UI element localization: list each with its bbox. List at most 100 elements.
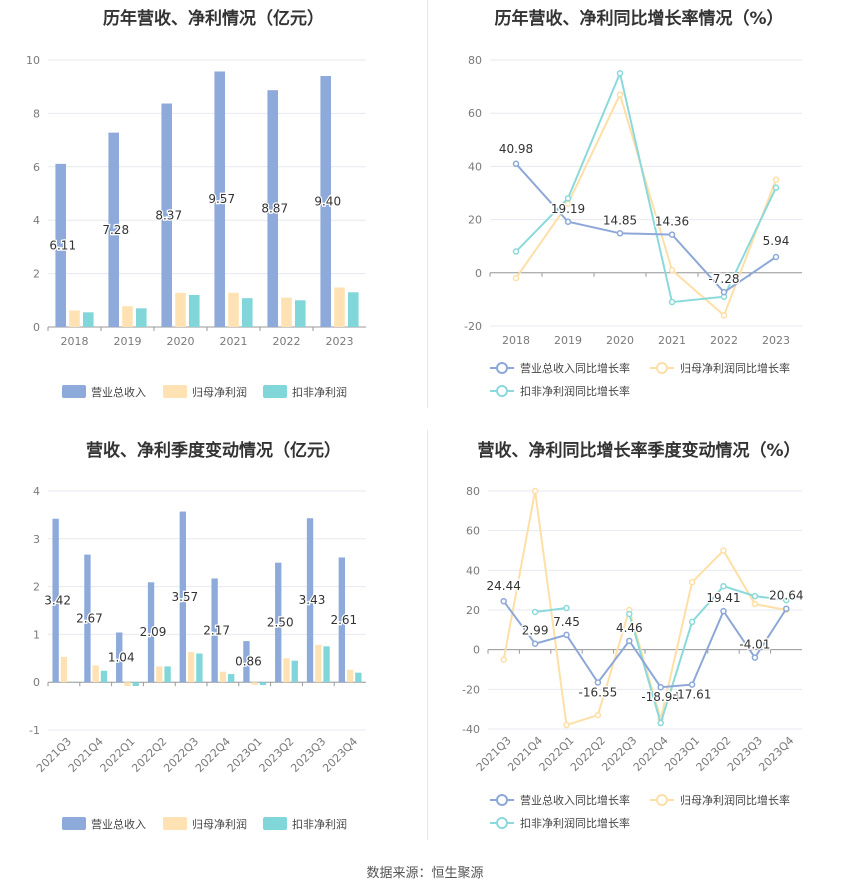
data-label: 4.46 <box>616 621 643 635</box>
data-label: 9.57 <box>208 192 235 206</box>
y-tick-label: 0 <box>33 321 40 334</box>
chart-title: 历年营收、净利同比增长率情况（%） <box>494 9 784 29</box>
series-point <box>594 711 602 719</box>
x-tick-label: 2018 <box>502 334 530 347</box>
data-label: 3.42 <box>44 593 71 607</box>
bar-revenue <box>267 90 279 328</box>
data-label: -7.28 <box>708 272 739 286</box>
y-tick-label: 1 <box>33 628 40 641</box>
quarterly-line-chart-svg: -40-200204060802021Q32021Q42022Q12022Q22… <box>462 485 805 830</box>
series-point <box>531 640 539 647</box>
bar-revenue <box>214 71 226 327</box>
panel-divider-top <box>427 0 428 408</box>
series-line <box>628 585 787 727</box>
chart-title: 历年营收、净利情况（亿元） <box>103 9 324 29</box>
y-tick-label: 40 <box>468 160 482 173</box>
legend-label: 扣非净利润 <box>292 385 347 399</box>
bar-deducted-profit <box>82 312 94 327</box>
bar-revenue <box>320 76 332 328</box>
data-label: 7.45 <box>553 615 580 629</box>
legend-label: 扣非净利润同比增长率 <box>520 816 630 830</box>
bar-revenue <box>179 511 187 683</box>
legend-label: 归母净利润同比增长率 <box>680 361 790 375</box>
bar-deducted-profit <box>241 298 253 327</box>
quarterly-revenue-profit-chart: 营收、净利季度变动情况（亿元） -1 0 1 2 3 4 2021Q3 2021Q4 2022Q… <box>0 427 427 847</box>
data-label: 14.36 <box>655 215 689 229</box>
bar-deducted-profit <box>132 682 139 687</box>
y-tick-label: 20 <box>468 214 482 227</box>
bar-revenue <box>275 562 282 683</box>
x-tick-label: 2019 <box>114 335 142 348</box>
data-label: 2.17 <box>203 623 230 637</box>
bar-parent-profit <box>92 665 99 683</box>
bar-revenue <box>84 554 91 683</box>
y-tick-label: 0 <box>475 267 482 280</box>
bar-parent-profit <box>346 669 354 683</box>
bar-deducted-profit <box>196 653 203 683</box>
x-tick-label: 2021 <box>220 335 248 348</box>
bar-parent-profit <box>122 306 133 327</box>
data-label: -18.94 <box>641 690 680 704</box>
legend-marker <box>496 817 508 829</box>
series-point <box>668 298 676 306</box>
data-label: 0.86 <box>235 655 262 669</box>
bar-deducted-profit <box>100 670 108 683</box>
bar-parent-profit <box>124 682 131 687</box>
series-point <box>751 600 759 608</box>
series-line <box>534 607 567 613</box>
y-tick-label: 20 <box>466 604 480 617</box>
series-point <box>657 719 664 727</box>
y-tick-label: 4 <box>33 214 40 227</box>
bar-revenue <box>211 578 218 683</box>
annual-line-chart-svg: -20 0 20 40 60 80 2018 2019 2020 2021 2022 2023 40.9… <box>464 54 802 398</box>
legend-marker <box>656 794 668 806</box>
legend-label: 归母净利润同比增长率 <box>680 793 790 807</box>
bar-deducted-profit <box>227 674 235 683</box>
bar-revenue <box>147 582 155 683</box>
y-tick-label: 0 <box>473 644 480 657</box>
y-tick-label: 60 <box>468 107 482 120</box>
y-tick-label: 0 <box>33 676 40 689</box>
data-source-note: 数据来源：恒生聚源 <box>366 866 484 881</box>
series-point <box>564 195 572 202</box>
series-point <box>668 266 676 274</box>
legend-marker <box>496 794 508 806</box>
quarterly-bar-chart-svg: -1012342021Q32021Q42022Q12022Q22022Q3202… <box>29 485 366 831</box>
legend-marker <box>496 362 508 374</box>
legend-label: 营业总收入 <box>91 385 146 399</box>
bar-revenue <box>108 132 120 327</box>
data-label: 24.44 <box>487 579 521 593</box>
y-tick-label: 3 <box>33 533 40 546</box>
y-tick-label: 8 <box>33 107 40 120</box>
legend-marker <box>496 385 508 397</box>
data-label: 14.85 <box>603 213 637 227</box>
annual-bar-chart-svg: 0 2 4 6 8 10 2018 2019 2020 2021 2022 2023 6.11 7.28 8… <box>26 54 366 399</box>
legend-label: 营业总收入同比增长率 <box>520 793 630 807</box>
data-label: 3.43 <box>299 593 326 607</box>
legend-label: 营业总收入同比增长率 <box>520 361 630 375</box>
x-tick-label: 2018 <box>61 335 89 348</box>
x-tick-label: 2021 <box>658 334 686 347</box>
y-tick-label: -20 <box>464 320 482 333</box>
y-tick-label: 40 <box>466 564 480 577</box>
series-point <box>512 248 520 255</box>
x-tick-label: 2020 <box>167 335 195 348</box>
y-tick-label: 80 <box>466 485 480 498</box>
series-point <box>657 683 664 691</box>
series-point <box>626 610 633 618</box>
legend-swatch <box>263 385 287 398</box>
y-tick-label: 4 <box>33 485 40 498</box>
bar-deducted-profit <box>291 660 298 683</box>
series-line <box>515 70 777 304</box>
bar-parent-profit <box>156 666 163 683</box>
series-point <box>626 637 633 645</box>
bar-parent-profit <box>69 310 80 327</box>
bar-parent-profit <box>283 658 290 683</box>
bar-parent-profit <box>228 292 239 327</box>
bar-parent-profit <box>251 682 258 685</box>
series-point <box>751 654 759 661</box>
bar-revenue <box>306 518 314 683</box>
series-point <box>783 596 790 604</box>
annual-growth-rate-chart: 历年营收、净利同比增长率情况（%） -20 0 20 40 60 80 2018 2019 20… <box>428 0 850 420</box>
bar-deducted-profit <box>347 292 359 327</box>
